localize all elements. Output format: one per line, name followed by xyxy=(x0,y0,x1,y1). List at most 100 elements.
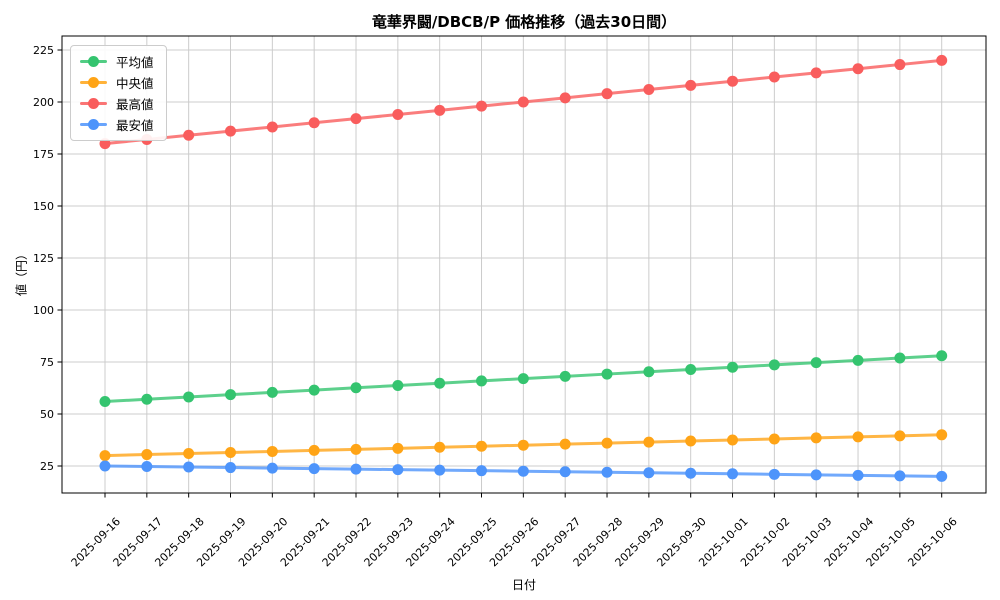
legend-item-median: 中央値 xyxy=(80,74,154,91)
data-point-max xyxy=(517,96,529,108)
data-point-median xyxy=(852,431,864,443)
data-point-max xyxy=(936,54,948,66)
data-point-median xyxy=(141,449,153,461)
data-point-max xyxy=(225,125,237,137)
data-point-avg xyxy=(936,350,948,362)
data-point-max xyxy=(476,100,488,112)
data-point-median xyxy=(266,445,278,457)
min-series-marker-icon xyxy=(80,118,107,131)
data-point-median xyxy=(936,429,948,441)
legend-item-min: 最安値 xyxy=(80,116,154,133)
data-point-max xyxy=(643,84,655,96)
x-axis-label: 日付 xyxy=(511,578,536,592)
plot-border xyxy=(61,35,987,494)
data-point-min xyxy=(559,466,571,478)
data-point-median xyxy=(476,440,488,452)
data-point-median xyxy=(643,436,655,448)
data-point-max xyxy=(308,117,320,129)
data-point-avg xyxy=(768,359,780,371)
median-series-marker-icon xyxy=(80,76,107,89)
avg-series-marker-icon xyxy=(80,55,107,68)
data-point-max xyxy=(183,129,195,141)
data-point-avg xyxy=(99,396,111,408)
tick-marks xyxy=(57,49,943,498)
data-point-avg xyxy=(141,393,153,405)
legend-label-max: 最高値 xyxy=(116,97,154,112)
data-point-median xyxy=(727,434,739,446)
svg-text:200: 200 xyxy=(33,96,54,109)
data-point-max xyxy=(852,63,864,75)
data-point-median xyxy=(517,439,529,451)
data-point-min xyxy=(434,464,446,476)
data-point-max xyxy=(559,92,571,104)
data-point-median xyxy=(685,435,697,447)
series-avg xyxy=(99,350,948,408)
legend-label-median: 中央値 xyxy=(116,76,154,91)
data-point-avg xyxy=(476,375,488,387)
data-point-min xyxy=(643,467,655,479)
data-point-min xyxy=(852,469,864,481)
data-point-max xyxy=(350,113,362,125)
svg-text:100: 100 xyxy=(33,304,54,317)
data-point-median xyxy=(810,432,822,444)
legend-item-avg: 平均値 xyxy=(80,53,154,70)
data-point-min xyxy=(810,469,822,481)
data-point-min xyxy=(768,468,780,480)
data-point-max xyxy=(727,75,739,87)
data-point-min xyxy=(225,462,237,474)
data-point-min xyxy=(392,464,404,476)
svg-text:225: 225 xyxy=(33,44,54,57)
data-point-avg xyxy=(434,377,446,389)
data-point-min xyxy=(141,461,153,473)
svg-text:125: 125 xyxy=(33,252,54,265)
x-tick-labels: 2025-09-162025-09-172025-09-182025-09-19… xyxy=(69,515,960,569)
data-point-min xyxy=(727,468,739,480)
data-point-max xyxy=(392,108,404,120)
data-point-median xyxy=(350,443,362,455)
data-point-min xyxy=(894,470,906,482)
data-point-min xyxy=(308,463,320,475)
data-point-avg xyxy=(894,352,906,364)
data-point-avg xyxy=(643,366,655,378)
svg-text:50: 50 xyxy=(40,408,54,421)
data-point-avg xyxy=(685,363,697,375)
data-point-max xyxy=(768,71,780,83)
data-point-avg xyxy=(559,370,571,382)
data-point-avg xyxy=(810,357,822,369)
svg-text:150: 150 xyxy=(33,200,54,213)
legend: 平均値 中央値 最高値 最安値 xyxy=(70,45,167,141)
data-point-min xyxy=(685,467,697,479)
data-point-median xyxy=(99,450,111,462)
legend-label-avg: 平均値 xyxy=(116,55,154,70)
data-point-min xyxy=(99,460,111,472)
data-point-median xyxy=(559,438,571,450)
y-axis-label: 値（円） xyxy=(14,247,29,297)
data-point-avg xyxy=(308,384,320,396)
series-median xyxy=(99,429,948,462)
data-point-min xyxy=(601,466,613,478)
data-point-avg xyxy=(601,368,613,380)
data-point-max xyxy=(601,88,613,100)
data-point-max xyxy=(894,59,906,71)
data-point-avg xyxy=(350,382,362,394)
svg-text:175: 175 xyxy=(33,148,54,161)
svg-text:75: 75 xyxy=(40,356,54,369)
data-point-median xyxy=(894,430,906,442)
series-min xyxy=(99,460,948,482)
legend-item-max: 最高値 xyxy=(80,95,154,112)
data-point-median xyxy=(308,444,320,456)
y-tick-labels: 25 50 75 100 125 150 175 200 225 xyxy=(33,44,54,473)
data-point-median xyxy=(601,437,613,449)
data-point-avg xyxy=(852,354,864,366)
svg-text:25: 25 xyxy=(40,460,54,473)
chart-title: 竜華界闘/DBCB/P 価格推移（過去30日間） xyxy=(371,13,677,31)
data-point-max xyxy=(810,67,822,79)
data-point-median xyxy=(183,448,195,460)
data-point-avg xyxy=(727,361,739,373)
data-point-median xyxy=(225,446,237,458)
max-series-marker-icon xyxy=(80,97,107,110)
data-point-max xyxy=(434,104,446,116)
data-point-min xyxy=(476,465,488,477)
